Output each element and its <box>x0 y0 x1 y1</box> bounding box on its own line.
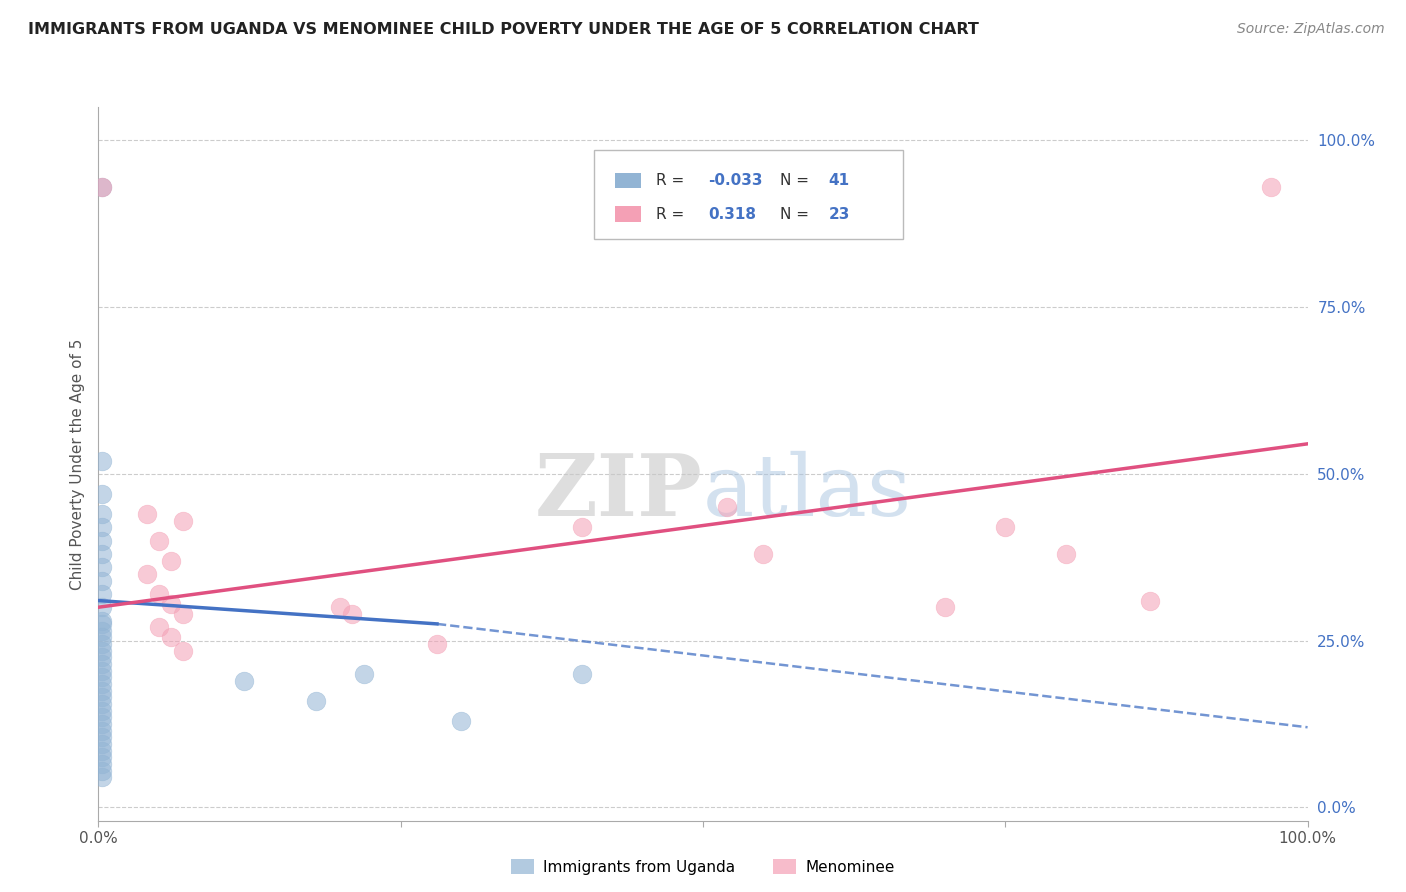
Bar <box>614 173 641 188</box>
Point <box>91 616 114 631</box>
Point <box>91 717 114 731</box>
Point <box>934 600 956 615</box>
FancyBboxPatch shape <box>595 150 903 239</box>
Point <box>91 547 114 561</box>
Point <box>450 714 472 728</box>
Point <box>91 630 114 644</box>
Point <box>91 750 114 764</box>
Point <box>91 690 114 705</box>
Point <box>91 614 114 628</box>
Point <box>305 693 328 707</box>
Y-axis label: Child Poverty Under the Age of 5: Child Poverty Under the Age of 5 <box>69 338 84 590</box>
Legend: Immigrants from Uganda, Menominee: Immigrants from Uganda, Menominee <box>505 853 901 880</box>
Text: -0.033: -0.033 <box>707 173 762 188</box>
Text: IMMIGRANTS FROM UGANDA VS MENOMINEE CHILD POVERTY UNDER THE AGE OF 5 CORRELATION: IMMIGRANTS FROM UGANDA VS MENOMINEE CHIL… <box>28 22 979 37</box>
Point <box>91 507 114 521</box>
Point <box>91 533 114 548</box>
Point <box>160 553 183 567</box>
Point <box>342 607 364 621</box>
Point <box>148 533 170 548</box>
Point <box>148 620 170 634</box>
Point <box>172 514 194 528</box>
Point <box>91 624 114 638</box>
Point <box>91 697 114 711</box>
Point <box>91 487 114 501</box>
Point <box>91 637 114 651</box>
Text: 23: 23 <box>828 207 851 221</box>
Point <box>91 670 114 684</box>
Point <box>329 600 352 615</box>
Bar <box>614 206 641 222</box>
Point <box>1260 180 1282 194</box>
Text: N =: N = <box>780 173 810 188</box>
Point <box>148 587 170 601</box>
Text: R =: R = <box>655 207 685 221</box>
Point <box>91 650 114 665</box>
Point <box>353 667 375 681</box>
Point <box>91 743 114 757</box>
Point <box>91 723 114 738</box>
Point <box>91 756 114 771</box>
Point <box>1054 547 1077 561</box>
Point <box>571 520 593 534</box>
Text: N =: N = <box>780 207 810 221</box>
Text: ZIP: ZIP <box>536 450 703 534</box>
Point <box>571 667 593 681</box>
Point <box>91 683 114 698</box>
Text: 41: 41 <box>828 173 849 188</box>
Point <box>91 180 114 194</box>
Point <box>426 637 449 651</box>
Point <box>91 520 114 534</box>
Point <box>135 507 157 521</box>
Point <box>91 453 114 467</box>
Point <box>160 597 183 611</box>
Point <box>91 677 114 691</box>
Point <box>91 764 114 778</box>
Point <box>91 643 114 657</box>
Point <box>91 737 114 751</box>
Point <box>91 664 114 678</box>
Point <box>172 643 194 657</box>
Point <box>91 587 114 601</box>
Point <box>1139 593 1161 607</box>
Point <box>91 770 114 784</box>
Point <box>172 607 194 621</box>
Text: R =: R = <box>655 173 685 188</box>
Point <box>91 560 114 574</box>
Point <box>716 500 738 515</box>
Point <box>91 600 114 615</box>
Point <box>91 657 114 671</box>
Point <box>91 180 114 194</box>
Point <box>994 520 1017 534</box>
Point <box>752 547 775 561</box>
Point <box>232 673 254 688</box>
Point <box>91 574 114 588</box>
Point <box>160 630 183 644</box>
Text: atlas: atlas <box>703 450 912 534</box>
Point <box>91 704 114 718</box>
Text: Source: ZipAtlas.com: Source: ZipAtlas.com <box>1237 22 1385 37</box>
Point <box>91 710 114 724</box>
Point <box>135 566 157 581</box>
Point <box>91 731 114 745</box>
Text: 0.318: 0.318 <box>707 207 756 221</box>
